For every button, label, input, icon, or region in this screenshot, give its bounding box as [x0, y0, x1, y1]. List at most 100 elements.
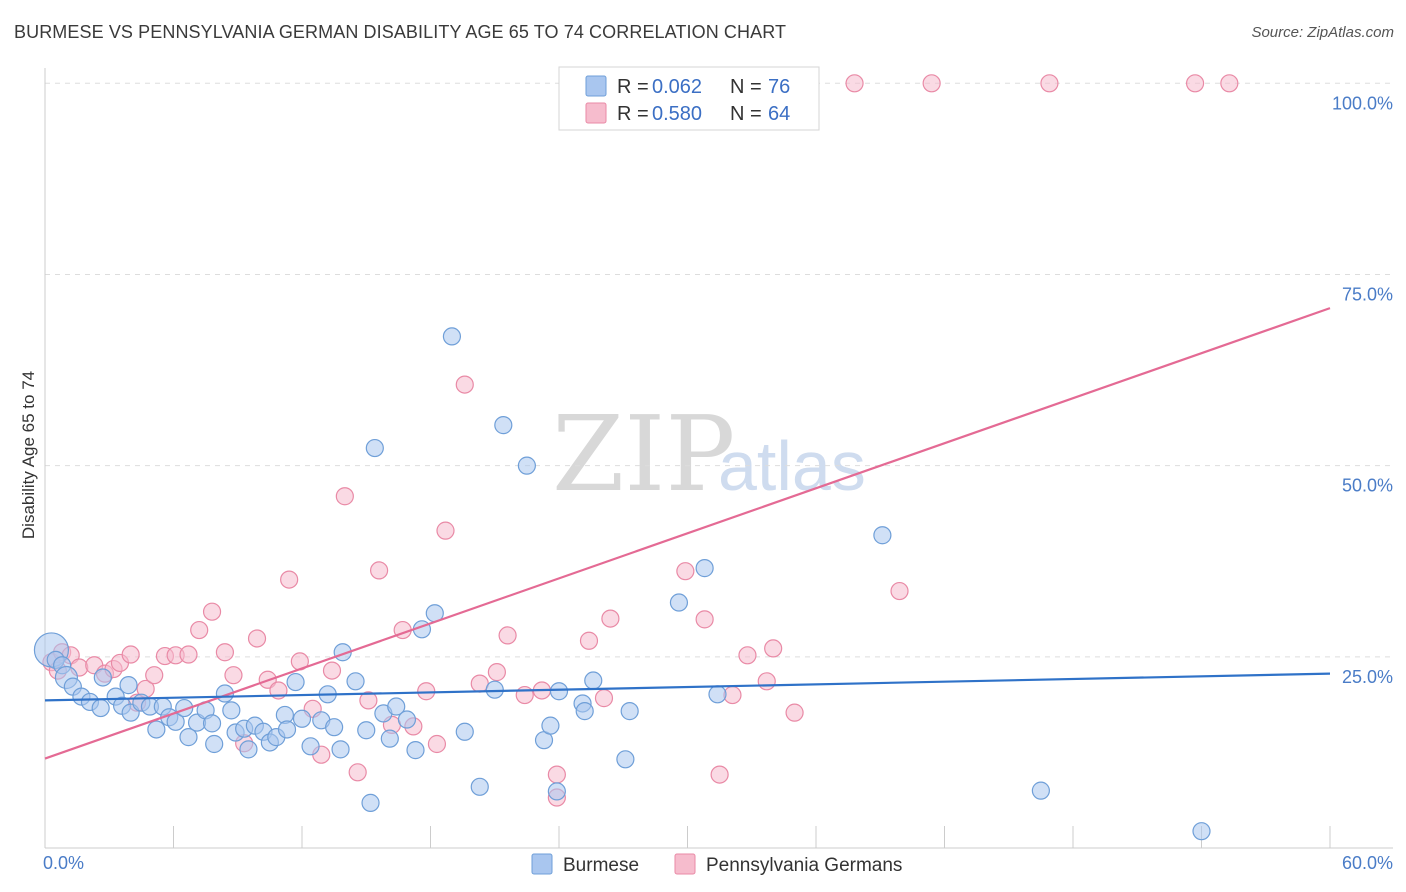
pennsylvania-german-point	[322, 661, 342, 680]
burmese-point	[695, 559, 714, 578]
pennsylvania-german-point	[1220, 74, 1239, 93]
x-tick-label: 60.0%	[1342, 853, 1393, 873]
burmese-point	[708, 685, 727, 704]
pennsylvania-german-point	[922, 74, 941, 93]
legend-burmese-r-value: 0.062	[652, 76, 702, 98]
bottom-legend-pg-label: Pennsylvania Germans	[706, 855, 902, 876]
legend-burmese-swatch	[585, 75, 607, 97]
y-tick-label: 25.0%	[1342, 667, 1393, 687]
bottom-legend: Burmese Pennsylvania Germans	[531, 853, 902, 876]
y-axis-label: Disability Age 65 to 74	[19, 371, 38, 539]
burmese-point	[331, 740, 350, 759]
pennsylvania-german-point	[179, 645, 198, 664]
pennsylvania-german-point	[1185, 74, 1205, 93]
pennsylvania-german-point	[145, 666, 164, 685]
bottom-legend-pg-swatch	[674, 853, 696, 875]
burmese-point	[387, 697, 406, 716]
burmese-point	[119, 676, 138, 695]
pennsylvania-german-point	[436, 521, 455, 540]
pennsylvania-german-point	[785, 703, 804, 722]
legend: R = 0.062 N = 76 R = 0.580 N = 64	[558, 66, 820, 131]
pennsylvania-german-point	[487, 663, 506, 682]
burmese-point	[616, 750, 635, 769]
watermark-zip: ZIP	[552, 393, 735, 515]
y-tick-label: 100.0%	[1332, 93, 1393, 113]
pennsylvania-german-point	[579, 631, 599, 650]
legend-pg-swatch	[585, 102, 607, 124]
burmese-point	[1192, 822, 1211, 841]
burmese-point	[91, 698, 110, 718]
burmese-point	[541, 716, 560, 735]
legend-pg-r-label: R =	[617, 103, 649, 125]
burmese-point	[202, 714, 222, 733]
burmese-point	[873, 526, 892, 545]
legend-pg-n-value: 64	[768, 103, 790, 125]
burmese-point	[365, 438, 384, 458]
burmese-point	[575, 702, 594, 721]
pennsylvania-german-point	[280, 570, 299, 589]
burmese-point	[584, 671, 603, 690]
pennsylvania-german-point	[764, 639, 783, 658]
burmese-point	[93, 668, 112, 687]
bottom-legend-burmese-swatch	[531, 853, 553, 875]
pennsylvania-german-point	[190, 620, 209, 640]
pennsylvania-german-point	[498, 626, 517, 645]
trend-lines	[44, 307, 1331, 760]
burmese-point	[380, 729, 399, 748]
burmese-point	[301, 737, 320, 756]
pennsylvania-german-point	[427, 734, 447, 754]
burmese-point	[620, 702, 639, 721]
burmese-point	[669, 593, 689, 612]
burmese-point	[239, 740, 258, 759]
burmese-point	[397, 710, 417, 729]
burmese-point	[292, 709, 312, 728]
burmese-point	[361, 793, 380, 812]
burmese-point	[485, 680, 504, 699]
pennsylvania-german-point	[202, 602, 222, 621]
legend-burmese-r-label: R =	[617, 76, 649, 98]
legend-pg-n-label: N =	[730, 103, 762, 125]
pennsylvania-german-point	[515, 685, 534, 705]
burmese-point	[442, 327, 462, 346]
pennsylvania-german-point	[845, 74, 864, 93]
pennsylvania-german-point	[738, 646, 757, 665]
watermark-atlas: atlas	[718, 427, 866, 505]
pennsylvania-german-point	[359, 691, 378, 710]
burmese-points	[33, 327, 1211, 841]
axes: 0.0% 60.0%	[43, 68, 1393, 873]
pennsylvania-german-point	[1040, 74, 1059, 93]
pennsylvania-german-point	[335, 487, 354, 506]
burmese-point	[205, 734, 224, 754]
pennsylvania-german-point	[601, 609, 620, 628]
pennsylvania-german-trend-line	[44, 307, 1331, 760]
pennsylvania-german-point	[695, 610, 714, 629]
burmese-point	[470, 777, 489, 796]
watermark: ZIP atlas	[552, 393, 866, 515]
burmese-point	[1031, 781, 1050, 800]
legend-pg-r-value: 0.580	[652, 103, 702, 125]
pennsylvania-german-point	[215, 643, 234, 662]
pennsylvania-german-point	[247, 629, 267, 648]
burmese-point	[357, 721, 376, 740]
burmese-point	[147, 720, 166, 739]
bottom-legend-burmese-label: Burmese	[563, 855, 639, 876]
burmese-point	[277, 720, 297, 739]
legend-burmese-n-label: N =	[730, 76, 762, 98]
grid: 25.0% 50.0% 75.0% 100.0%	[45, 82, 1393, 687]
pennsylvania-german-point	[710, 765, 729, 784]
burmese-point	[179, 728, 198, 747]
burmese-point	[455, 722, 474, 741]
pennsylvania-german-point	[417, 682, 436, 701]
burmese-point	[325, 718, 344, 737]
burmese-point	[494, 416, 513, 435]
chart-title: BURMESE VS PENNSYLVANIA GERMAN DISABILIT…	[14, 22, 787, 42]
x-tick-label: 0.0%	[43, 853, 84, 873]
pennsylvania-german-point	[757, 672, 776, 691]
burmese-point	[549, 682, 569, 701]
burmese-point	[346, 672, 365, 691]
pennsylvania-german-point	[121, 645, 140, 664]
pennsylvania-german-point	[455, 375, 474, 394]
pennsylvania-german-point	[224, 666, 243, 685]
burmese-point	[547, 782, 566, 801]
